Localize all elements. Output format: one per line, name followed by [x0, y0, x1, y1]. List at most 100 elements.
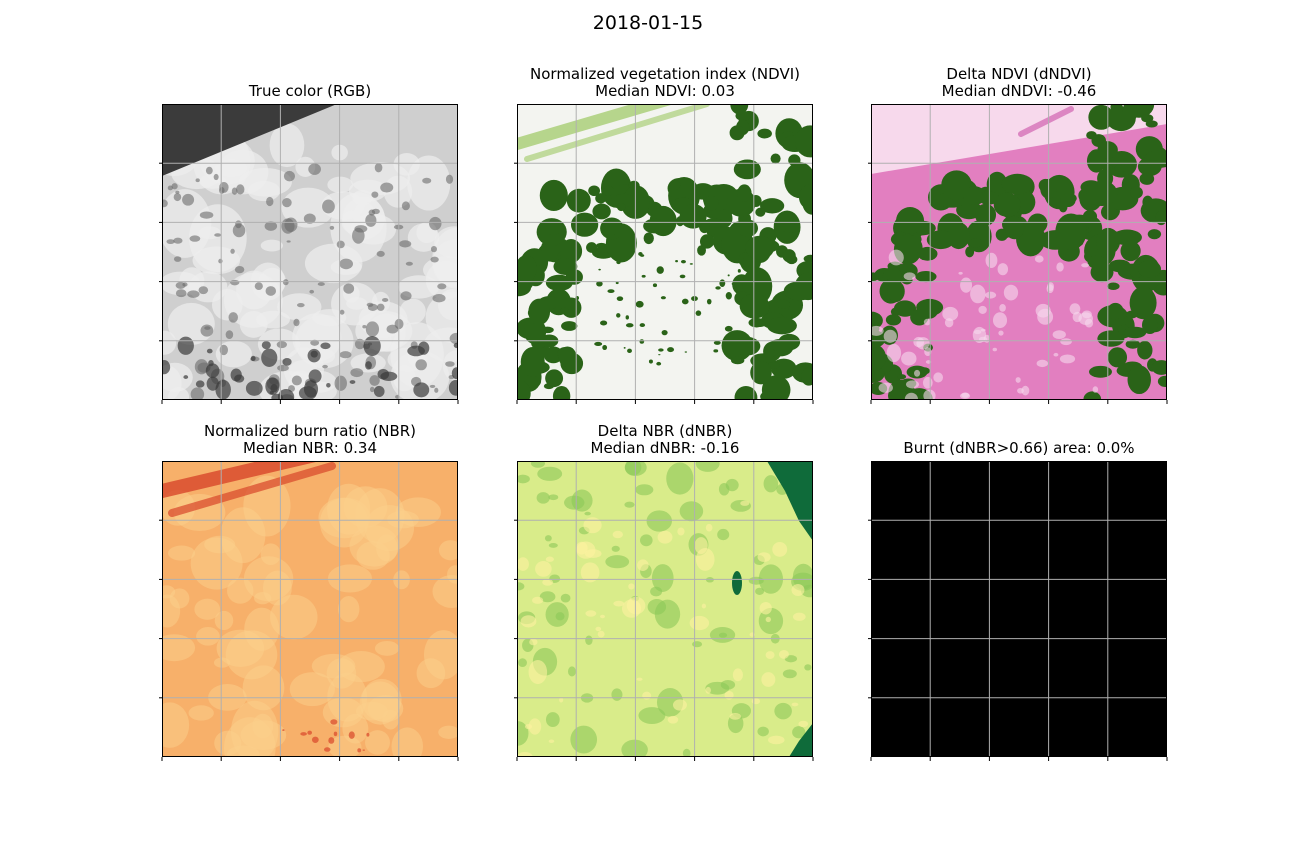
image-blob [293, 318, 300, 327]
image-blob [339, 258, 354, 270]
image-blob [1097, 330, 1125, 347]
image-blob [692, 641, 703, 648]
image-blob [1059, 354, 1076, 364]
image-blob [328, 735, 362, 757]
image-blob [914, 369, 921, 377]
image-blob [694, 537, 708, 554]
image-blob [231, 187, 238, 195]
image-blob [679, 501, 704, 522]
image-blob [1130, 186, 1143, 199]
image-blob [901, 351, 917, 366]
image-blob [349, 380, 356, 384]
image-content [517, 461, 813, 757]
axes-dndvi [868, 104, 1168, 404]
image-blob [295, 314, 354, 369]
image-blob [343, 283, 355, 294]
image-blob [736, 219, 759, 237]
image-blob [637, 559, 649, 571]
image-blob [264, 221, 278, 231]
axes-nbr [159, 461, 459, 761]
image-blob [643, 232, 654, 245]
image-blob [978, 190, 999, 205]
image-blob [646, 510, 672, 532]
axes-frame [871, 104, 1167, 400]
image-blob [520, 615, 537, 628]
image-blob [517, 474, 530, 484]
image-blob [734, 386, 758, 400]
image-blob [1004, 216, 1025, 240]
image-blob [792, 726, 806, 739]
image-blob [539, 591, 556, 603]
image-blob [910, 309, 929, 326]
image-blob [656, 361, 662, 366]
image-blob [795, 125, 813, 158]
image-blob [905, 380, 920, 389]
image-blob [978, 305, 987, 314]
image-dndvi [868, 104, 1168, 404]
image-blob [365, 730, 391, 755]
image-blob [214, 730, 242, 756]
image-blob [724, 690, 734, 700]
image-blob [605, 555, 630, 569]
panel-title-line: Median dNDVI: -0.46 [941, 82, 1097, 100]
image-blob [1055, 213, 1087, 251]
image-blob [1107, 282, 1120, 291]
image-blob [429, 384, 436, 389]
image-blob [254, 282, 263, 290]
image-blob [553, 258, 578, 275]
image-blob [179, 267, 205, 295]
image-blob [656, 266, 664, 274]
image-blob [195, 380, 205, 388]
image-blob [548, 542, 558, 548]
image-blob [339, 309, 345, 315]
image-blob [1001, 173, 1034, 195]
image-blob [1107, 302, 1124, 320]
image-blob [585, 610, 597, 617]
image-blob [670, 179, 681, 190]
image-blob [434, 387, 439, 393]
image-blob [1141, 315, 1158, 335]
image-blob [903, 272, 916, 281]
image-band [517, 104, 675, 150]
image-rgb [159, 104, 459, 404]
image-blob [1053, 352, 1059, 357]
image-blob [628, 583, 635, 590]
image-blob [654, 599, 681, 629]
image-blob [958, 271, 963, 275]
image-blob [276, 341, 287, 349]
image-blob [327, 176, 354, 193]
image-blob [216, 629, 265, 667]
image-blob [624, 501, 635, 508]
image-blob [960, 277, 973, 293]
image-content [871, 461, 1167, 757]
image-blob [198, 286, 209, 295]
image-blob [1088, 365, 1112, 378]
image-blob [545, 556, 554, 562]
image-blob [1129, 286, 1157, 320]
image-blob [792, 612, 806, 621]
image-blob [319, 497, 369, 548]
image-blob [310, 350, 318, 358]
image-blob [709, 627, 736, 643]
image-blob [652, 283, 658, 288]
image-blob [369, 375, 380, 386]
image-blob [985, 252, 998, 269]
panel-title-dnbr: Delta NBR (dNBR) Median dNBR: -0.16 [485, 423, 845, 457]
panel-title-burnt: Burnt (dNBR>0.66) area: 0.0% [839, 440, 1199, 457]
image-blob [648, 359, 653, 364]
image-blob [391, 727, 424, 757]
image-blob [617, 203, 626, 212]
image-blob [1108, 259, 1131, 273]
axes-burnt [868, 461, 1168, 761]
image-blob [701, 603, 707, 609]
image-blob [434, 226, 458, 259]
image-blob [205, 166, 213, 175]
image-blob [171, 183, 178, 190]
image-blob [1157, 375, 1167, 387]
image-blob [942, 306, 959, 321]
image-blob [195, 178, 200, 183]
image-blob [239, 311, 268, 338]
image-blob [753, 320, 766, 328]
image-blob [303, 380, 319, 398]
image-blob [595, 242, 607, 249]
